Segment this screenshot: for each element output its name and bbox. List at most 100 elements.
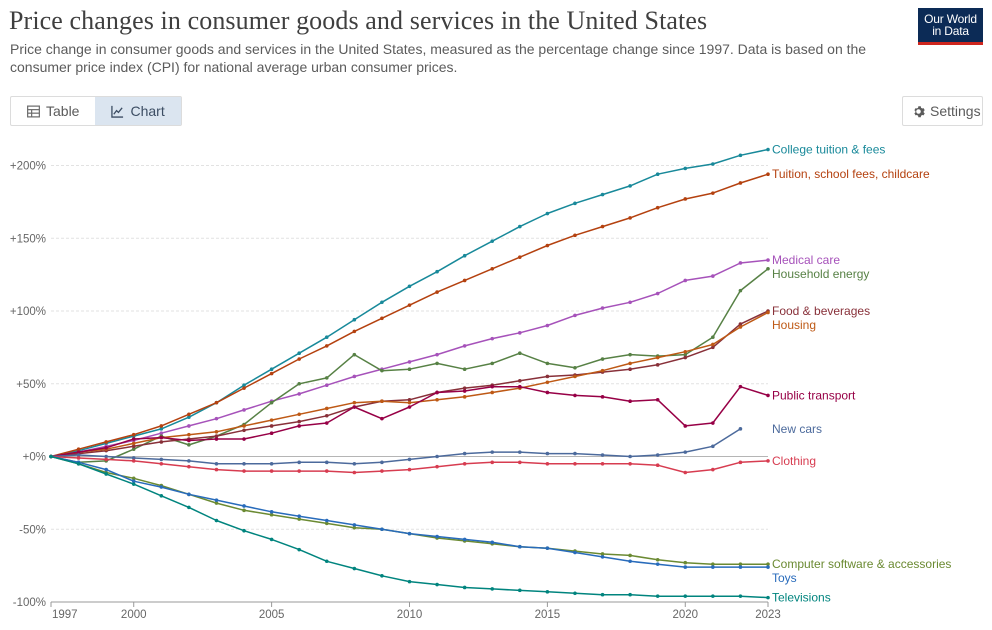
data-point[interactable] — [573, 233, 577, 238]
data-point[interactable] — [131, 476, 136, 481]
data-point[interactable] — [214, 437, 219, 441]
data-point[interactable] — [462, 585, 467, 590]
data-point[interactable] — [600, 555, 605, 559]
data-point[interactable] — [600, 592, 605, 597]
data-point[interactable] — [352, 525, 357, 530]
data-point[interactable] — [242, 424, 246, 428]
data-point[interactable] — [462, 386, 467, 390]
data-point[interactable] — [545, 461, 550, 466]
series-line-public-transport[interactable] — [50, 385, 769, 458]
data-point[interactable] — [187, 443, 191, 447]
data-point[interactable] — [490, 267, 495, 271]
data-point[interactable] — [269, 469, 274, 473]
data-point[interactable] — [407, 579, 412, 584]
settings-button[interactable]: Settings — [902, 96, 983, 126]
data-point[interactable] — [352, 566, 357, 571]
data-point[interactable] — [573, 393, 577, 398]
data-point[interactable] — [573, 550, 577, 555]
our-world-in-data-logo[interactable]: Our World in Data — [918, 8, 983, 45]
series-label-toys[interactable]: Toys — [772, 571, 797, 585]
data-point[interactable] — [269, 424, 274, 428]
series-label-new-cars[interactable]: New cars — [772, 422, 822, 436]
data-point[interactable] — [490, 587, 495, 591]
data-point[interactable] — [242, 428, 246, 433]
data-point[interactable] — [655, 562, 660, 566]
data-point[interactable] — [545, 451, 550, 456]
data-point[interactable] — [738, 325, 743, 329]
data-point[interactable] — [683, 197, 688, 201]
data-point[interactable] — [324, 383, 329, 388]
tab-chart[interactable]: Chart — [95, 97, 181, 125]
data-point[interactable] — [407, 400, 412, 405]
data-point[interactable] — [628, 300, 632, 305]
data-point[interactable] — [104, 454, 108, 459]
data-point[interactable] — [269, 461, 274, 466]
data-point[interactable] — [655, 453, 660, 457]
data-point[interactable] — [324, 521, 329, 526]
data-point[interactable] — [490, 460, 495, 465]
data-point[interactable] — [683, 278, 688, 283]
series-label-public-transport[interactable]: Public transport — [772, 388, 856, 402]
data-point[interactable] — [600, 357, 605, 361]
data-point[interactable] — [407, 397, 412, 402]
data-point[interactable] — [628, 184, 632, 188]
data-point[interactable] — [297, 357, 301, 361]
data-point[interactable] — [76, 461, 81, 466]
data-point[interactable] — [242, 461, 246, 466]
data-point[interactable] — [490, 384, 495, 389]
data-point[interactable] — [324, 469, 329, 473]
data-point[interactable] — [545, 390, 550, 395]
data-point[interactable] — [683, 349, 688, 354]
data-point[interactable] — [766, 310, 770, 315]
data-point[interactable] — [766, 258, 770, 262]
data-point[interactable] — [655, 172, 660, 177]
data-point[interactable] — [269, 367, 274, 371]
data-point[interactable] — [49, 454, 53, 459]
data-point[interactable] — [573, 591, 577, 596]
data-point[interactable] — [407, 457, 412, 462]
data-point[interactable] — [711, 562, 715, 566]
data-point[interactable] — [131, 441, 136, 446]
data-point[interactable] — [76, 447, 81, 452]
data-point[interactable] — [435, 390, 439, 395]
data-point[interactable] — [738, 594, 743, 598]
data-point[interactable] — [628, 352, 632, 357]
data-point[interactable] — [324, 518, 329, 523]
data-point[interactable] — [324, 406, 329, 411]
data-point[interactable] — [297, 381, 301, 386]
data-point[interactable] — [628, 367, 632, 371]
data-point[interactable] — [297, 419, 301, 424]
data-point[interactable] — [600, 395, 605, 399]
data-point[interactable] — [297, 547, 301, 552]
data-point[interactable] — [628, 461, 632, 466]
data-point[interactable] — [766, 562, 770, 566]
data-point[interactable] — [214, 400, 219, 405]
series-line-housing[interactable] — [50, 311, 769, 458]
data-point[interactable] — [462, 344, 467, 348]
data-point[interactable] — [324, 413, 329, 418]
data-point[interactable] — [214, 429, 219, 434]
data-point[interactable] — [187, 492, 191, 497]
data-point[interactable] — [352, 523, 357, 527]
data-point[interactable] — [545, 374, 550, 379]
data-point[interactable] — [435, 361, 439, 366]
data-point[interactable] — [600, 552, 605, 556]
data-point[interactable] — [269, 512, 274, 517]
data-point[interactable] — [545, 361, 550, 366]
data-point[interactable] — [324, 460, 329, 465]
data-point[interactable] — [683, 424, 688, 428]
data-point[interactable] — [462, 278, 467, 283]
data-point[interactable] — [462, 461, 467, 466]
data-point[interactable] — [628, 399, 632, 404]
data-point[interactable] — [269, 431, 274, 436]
data-point[interactable] — [352, 405, 357, 409]
data-point[interactable] — [435, 290, 439, 294]
data-point[interactable] — [407, 531, 412, 536]
data-point[interactable] — [352, 461, 357, 466]
series-label-college-tuition-fees[interactable]: College tuition & fees — [772, 142, 885, 156]
data-point[interactable] — [490, 336, 495, 341]
series-label-clothing[interactable]: Clothing — [772, 454, 816, 468]
data-point[interactable] — [711, 274, 715, 278]
data-point[interactable] — [518, 588, 522, 593]
data-point[interactable] — [187, 432, 191, 437]
